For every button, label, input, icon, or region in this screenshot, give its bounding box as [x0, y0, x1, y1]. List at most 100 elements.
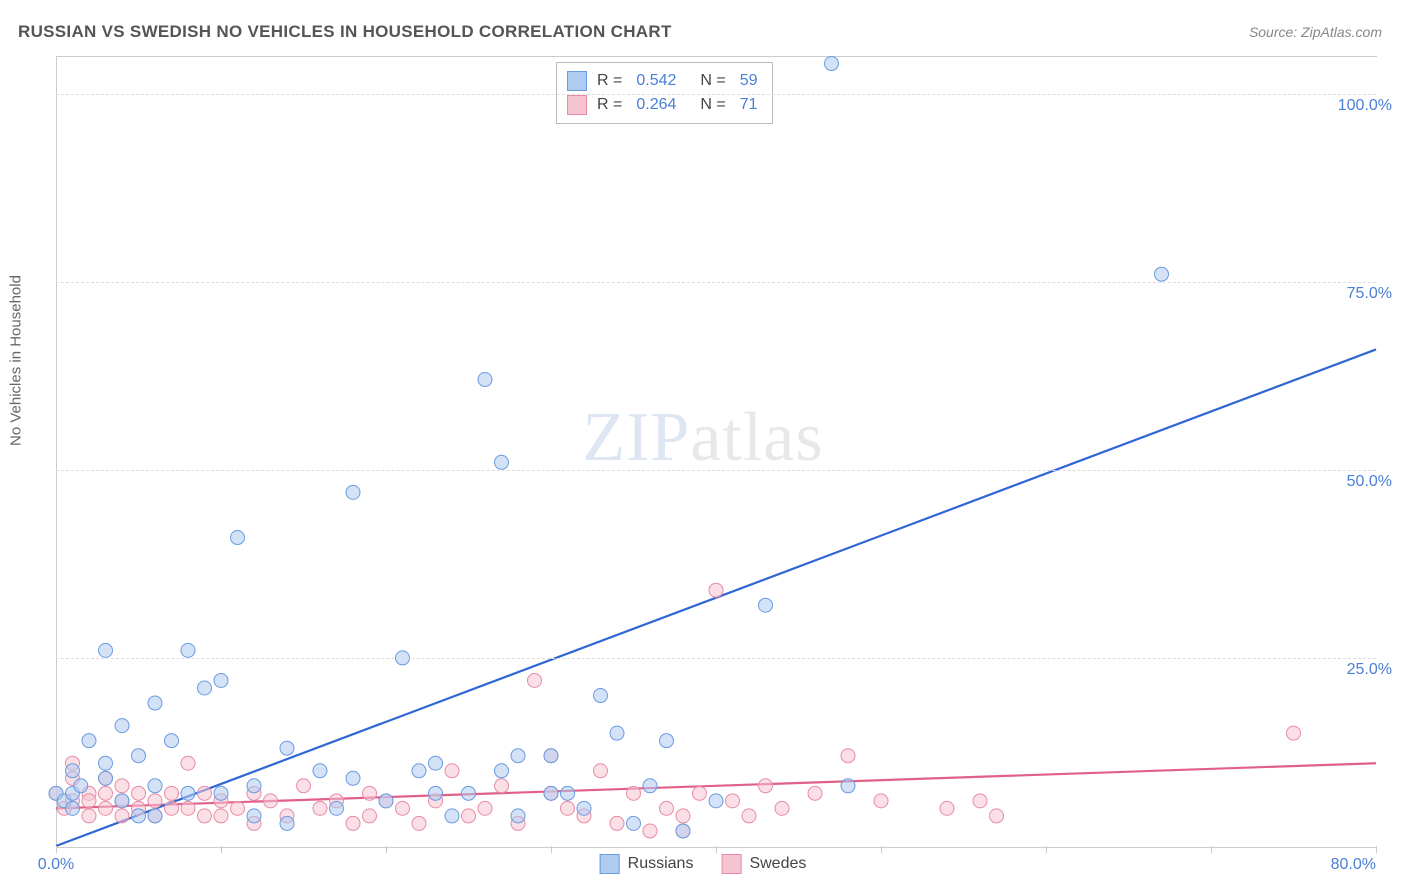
y-tick-label: 100.0%	[1338, 97, 1392, 115]
stat-n-val-russians: 59	[740, 72, 758, 90]
scatter-point	[115, 719, 129, 733]
scatter-point	[396, 801, 410, 815]
scatter-point	[660, 801, 674, 815]
source-credit: Source: ZipAtlas.com	[1249, 24, 1382, 40]
scatter-point	[610, 816, 624, 830]
scatter-point	[363, 786, 377, 800]
swatch-swedes	[567, 95, 587, 115]
scatter-point	[148, 794, 162, 808]
y-tick-label: 75.0%	[1347, 285, 1392, 303]
scatter-point	[115, 779, 129, 793]
stat-r-val-swedes: 0.264	[636, 96, 676, 114]
scatter-point	[66, 764, 80, 778]
y-tick-label: 50.0%	[1347, 473, 1392, 491]
scatter-point	[181, 756, 195, 770]
x-tick	[716, 846, 717, 853]
scatter-point	[181, 786, 195, 800]
scatter-point	[445, 809, 459, 823]
scatter-point	[676, 809, 690, 823]
scatter-point	[759, 779, 773, 793]
scatter-point	[660, 734, 674, 748]
scatter-point	[478, 801, 492, 815]
y-axis-label: No Vehicles in Household	[8, 275, 25, 446]
x-tick	[56, 846, 57, 853]
scatter-point	[346, 816, 360, 830]
scatter-point	[940, 801, 954, 815]
legend-label-russians: Russians	[628, 855, 694, 873]
scatter-point	[462, 809, 476, 823]
scatter-point	[132, 809, 146, 823]
stat-r-val-russians: 0.542	[636, 72, 676, 90]
scatter-point	[709, 583, 723, 597]
grid-line	[56, 470, 1376, 471]
scatter-point	[808, 786, 822, 800]
chart-title: RUSSIAN VS SWEDISH NO VEHICLES IN HOUSEH…	[18, 22, 672, 42]
scatter-point	[561, 801, 575, 815]
scatter-point	[82, 734, 96, 748]
scatter-point	[429, 756, 443, 770]
scatter-point	[264, 794, 278, 808]
scatter-point	[709, 794, 723, 808]
scatter-point	[132, 749, 146, 763]
scatter-point	[990, 809, 1004, 823]
scatter-point	[627, 786, 641, 800]
scatter-point	[528, 673, 542, 687]
scatter-point	[643, 824, 657, 838]
scatter-point	[313, 801, 327, 815]
grid-line	[56, 658, 1376, 659]
scatter-point	[594, 764, 608, 778]
scatter-point	[165, 786, 179, 800]
scatter-point	[495, 779, 509, 793]
legend-swatch-russians	[600, 854, 620, 874]
scatter-point	[1155, 267, 1169, 281]
scatter-point	[181, 643, 195, 657]
scatter-point	[198, 809, 212, 823]
x-tick-label-max: 80.0%	[1331, 856, 1376, 874]
scatter-point	[594, 689, 608, 703]
scatter-point	[82, 794, 96, 808]
scatter-point	[214, 673, 228, 687]
scatter-point	[429, 786, 443, 800]
x-tick	[551, 846, 552, 853]
scatter-point	[330, 801, 344, 815]
stats-row-russians: R = 0.542 N = 59	[567, 69, 758, 93]
scatter-point	[99, 786, 113, 800]
scatter-point	[627, 816, 641, 830]
x-tick	[1046, 846, 1047, 853]
scatter-point	[148, 696, 162, 710]
stats-row-swedes: R = 0.264 N = 71	[567, 93, 758, 117]
scatter-point	[676, 824, 690, 838]
chart-container: RUSSIAN VS SWEDISH NO VEHICLES IN HOUSEH…	[0, 0, 1406, 892]
scatter-point	[874, 794, 888, 808]
scatter-point	[214, 786, 228, 800]
scatter-point	[379, 794, 393, 808]
scatter-point	[148, 779, 162, 793]
scatter-point	[693, 786, 707, 800]
scatter-point	[99, 801, 113, 815]
scatter-point	[759, 598, 773, 612]
scatter-point	[99, 643, 113, 657]
stat-n-label: N =	[700, 72, 725, 90]
scatter-point	[74, 779, 88, 793]
scatter-point	[247, 809, 261, 823]
scatter-point	[346, 485, 360, 499]
scatter-point	[577, 801, 591, 815]
swatch-russians	[567, 71, 587, 91]
scatter-point	[313, 764, 327, 778]
scatter-point	[297, 779, 311, 793]
scatter-point	[841, 749, 855, 763]
x-tick	[1376, 846, 1377, 853]
legend-item-swedes: Swedes	[721, 854, 806, 874]
stat-r-label: R =	[597, 72, 622, 90]
scatter-point	[511, 749, 525, 763]
scatter-point	[825, 57, 839, 71]
scatter-point	[66, 801, 80, 815]
x-tick-label-min: 0.0%	[38, 856, 74, 874]
stat-n-label-2: N =	[700, 96, 725, 114]
scatter-point	[132, 786, 146, 800]
x-tick	[1211, 846, 1212, 853]
scatter-point	[726, 794, 740, 808]
trend-line	[56, 349, 1376, 846]
scatter-point	[280, 741, 294, 755]
scatter-point	[511, 809, 525, 823]
